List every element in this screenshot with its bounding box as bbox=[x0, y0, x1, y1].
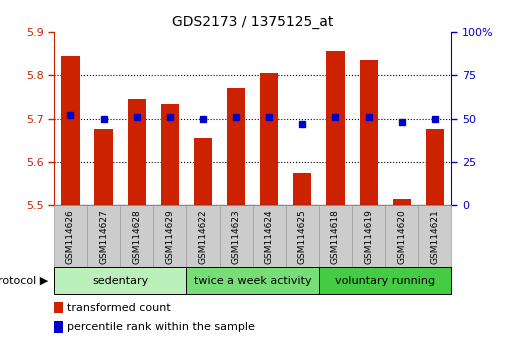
Bar bbox=[252, 205, 286, 267]
Text: GSM114629: GSM114629 bbox=[165, 209, 174, 264]
Bar bbox=[128, 99, 146, 205]
Bar bbox=[326, 51, 345, 205]
Bar bbox=[62, 56, 80, 205]
Bar bbox=[392, 199, 411, 205]
Text: protocol ▶: protocol ▶ bbox=[0, 275, 49, 286]
Text: GSM114626: GSM114626 bbox=[66, 209, 75, 264]
Bar bbox=[385, 205, 418, 267]
Bar bbox=[319, 205, 352, 267]
Bar bbox=[220, 205, 252, 267]
Text: GSM114625: GSM114625 bbox=[298, 209, 307, 264]
Bar bbox=[153, 205, 186, 267]
Text: GSM114623: GSM114623 bbox=[231, 209, 241, 264]
Bar bbox=[186, 267, 319, 294]
Title: GDS2173 / 1375125_at: GDS2173 / 1375125_at bbox=[172, 16, 333, 29]
Bar bbox=[161, 104, 179, 205]
Bar bbox=[260, 73, 279, 205]
Text: GSM114618: GSM114618 bbox=[331, 209, 340, 264]
Bar bbox=[54, 205, 87, 267]
Text: GSM114620: GSM114620 bbox=[397, 209, 406, 264]
Text: GSM114621: GSM114621 bbox=[430, 209, 439, 264]
Text: transformed count: transformed count bbox=[67, 303, 170, 313]
Bar bbox=[194, 138, 212, 205]
Bar bbox=[352, 205, 385, 267]
Bar bbox=[286, 205, 319, 267]
Text: percentile rank within the sample: percentile rank within the sample bbox=[67, 322, 254, 332]
Text: twice a week activity: twice a week activity bbox=[194, 275, 311, 286]
Bar bbox=[87, 205, 120, 267]
Bar bbox=[319, 267, 451, 294]
Bar bbox=[186, 205, 220, 267]
Text: GSM114624: GSM114624 bbox=[265, 209, 274, 264]
Bar bbox=[426, 130, 444, 205]
Text: sedentary: sedentary bbox=[92, 275, 148, 286]
Bar bbox=[418, 205, 451, 267]
Bar bbox=[54, 267, 186, 294]
Bar bbox=[94, 130, 113, 205]
Text: GSM114622: GSM114622 bbox=[199, 209, 207, 264]
Bar bbox=[120, 205, 153, 267]
Bar bbox=[227, 88, 245, 205]
Text: GSM114627: GSM114627 bbox=[99, 209, 108, 264]
Bar bbox=[360, 60, 378, 205]
Text: voluntary running: voluntary running bbox=[335, 275, 435, 286]
Text: GSM114628: GSM114628 bbox=[132, 209, 141, 264]
Text: GSM114619: GSM114619 bbox=[364, 209, 373, 264]
Bar bbox=[293, 173, 311, 205]
